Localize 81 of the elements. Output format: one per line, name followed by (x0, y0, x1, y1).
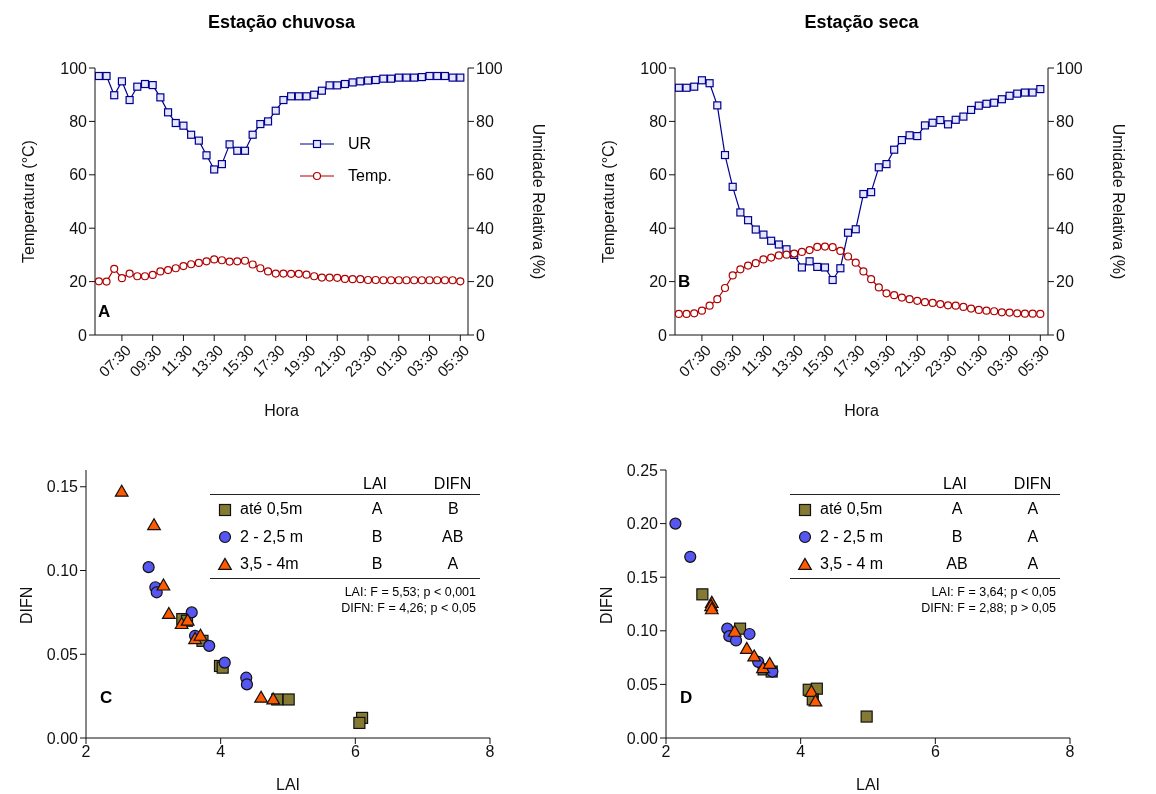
y-tick-label: 20 (649, 273, 668, 291)
y-tick-label: 0.00 (46, 729, 79, 747)
y2-tick-label: 0 (1056, 326, 1065, 344)
annotation: D (680, 688, 693, 708)
annotation: AB (441, 527, 465, 546)
y-tick-label: 80 (649, 113, 668, 131)
x-axis-title: Hora (844, 402, 879, 419)
legend-label: até 0,5m (239, 498, 304, 519)
legend-label: 3,5 - 4m (239, 554, 300, 575)
y-tick-label: 20 (69, 273, 88, 291)
text: LAI (275, 776, 301, 793)
chart-title: Estação chuvosa (206, 12, 357, 33)
y2-tick-label: 60 (1056, 166, 1074, 184)
y-tick-label: 0.10 (46, 562, 79, 580)
x-tick-label: 8 (1065, 743, 1075, 761)
x-tick-label: 6 (930, 743, 940, 761)
y2-tick-label: 60 (476, 166, 494, 184)
x-tick-label: 2 (661, 743, 671, 761)
text: DIFN (597, 586, 615, 624)
y-axis-title: DIFN (432, 474, 473, 494)
annotation: B (678, 272, 691, 292)
legend-label: Temp. (348, 167, 392, 185)
y2-tick-label: 40 (476, 219, 494, 237)
y2-axis-title: Umidade Relativa (%) (530, 123, 548, 280)
y-tick-label: 0.25 (626, 461, 659, 479)
annotation: DIFN: F = 2,88; p > 0,05 (920, 601, 1057, 615)
legend-label: até 0,5m (819, 498, 884, 519)
y-axis-title: Temperatura (°C) (19, 140, 37, 263)
legend-label: 2 - 2,5 m (819, 526, 885, 547)
y2-tick-label: 20 (1056, 273, 1074, 291)
text: B A (951, 527, 1039, 545)
legend-label: UR (348, 135, 372, 153)
y-tick-label: 0 (658, 326, 668, 344)
y-tick-label: 0.20 (626, 515, 659, 533)
y-tick-label: 80 (69, 113, 88, 131)
text: B (371, 527, 383, 545)
x-tick-label: 4 (796, 743, 806, 761)
y2-tick-label: 80 (1056, 113, 1074, 131)
text: LAI (855, 776, 881, 793)
y-tick-label: 0.05 (46, 645, 79, 663)
text: B A (371, 555, 459, 573)
x-tick-label: 8 (485, 743, 495, 761)
x-axis-title: Hora (264, 402, 299, 419)
x-tick-label: 6 (350, 743, 360, 761)
y-tick-label: 0.10 (626, 622, 659, 640)
annotation: LAI: F = 3,64; p < 0,05 (930, 585, 1057, 599)
text: A B (371, 499, 459, 517)
y-tick-label: 100 (60, 59, 88, 77)
annotation: A (98, 302, 111, 322)
y-axis-title: DIFN (1012, 474, 1053, 494)
y-tick-label: 100 (640, 59, 668, 77)
annotation: LAI: F = 5,53; p < 0,001 (343, 585, 477, 599)
text: A A (951, 499, 1039, 517)
x-tick-label: 2 (81, 743, 91, 761)
y2-axis-title: Umidade Relativa (%) (1110, 123, 1128, 280)
y-axis-title: Temperatura (°C) (599, 140, 617, 263)
x-axis-title: LAI (942, 474, 969, 494)
y-tick-label: 40 (649, 219, 668, 237)
chart-title: Estação seca (803, 12, 920, 33)
legend-label: 2 - 2,5 m (239, 526, 305, 547)
text: AB A (946, 555, 1039, 573)
x-axis-title: LAI (362, 474, 389, 494)
y-tick-label: 0.00 (626, 729, 659, 747)
y2-tick-label: 80 (476, 113, 494, 131)
y-tick-label: 0.15 (46, 478, 79, 496)
y-tick-label: 40 (69, 219, 88, 237)
y2-tick-label: 100 (476, 59, 503, 77)
annotation: C (100, 688, 113, 708)
y-tick-label: 0 (78, 326, 88, 344)
annotation: DIFN: F = 4,26; p < 0,05 (340, 601, 477, 615)
x-tick-label: 4 (216, 743, 226, 761)
y2-tick-label: 100 (1056, 59, 1083, 77)
y-tick-label: 60 (649, 166, 668, 184)
y2-tick-label: 40 (1056, 219, 1074, 237)
y-tick-label: 60 (69, 166, 88, 184)
legend-label: 3,5 - 4 m (819, 554, 885, 575)
y-tick-label: 0.15 (626, 568, 659, 586)
y-tick-label: 0.05 (626, 676, 659, 694)
y2-tick-label: 20 (476, 273, 494, 291)
text: DIFN (17, 586, 35, 624)
y2-tick-label: 0 (476, 326, 485, 344)
